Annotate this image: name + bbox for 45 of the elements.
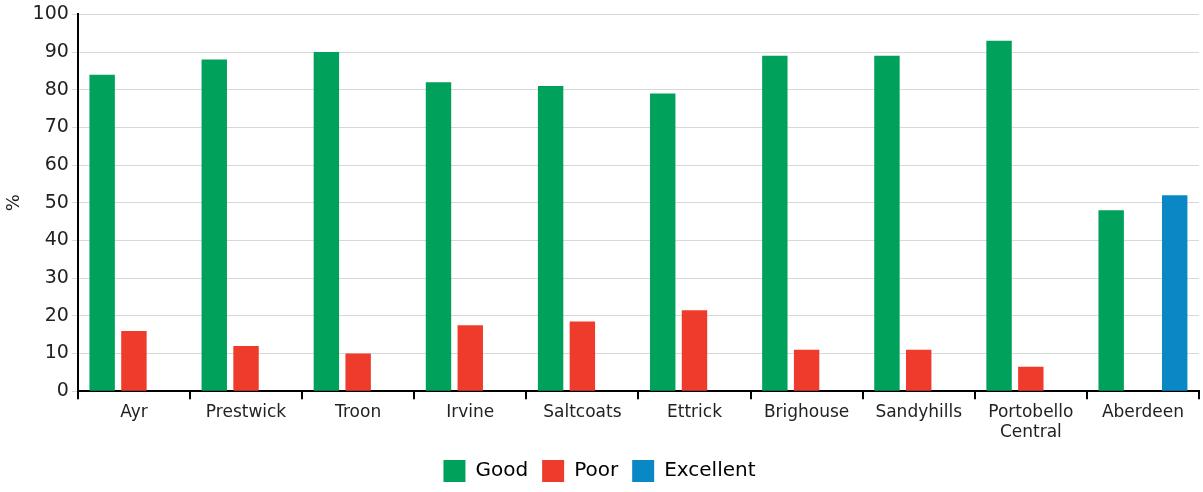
bar: [1162, 195, 1188, 391]
bar: [233, 345, 259, 391]
x-tick-label: Prestwick: [205, 400, 287, 421]
x-tick-label: Ayr: [120, 400, 148, 421]
x-tick-label: Brighouse: [763, 400, 850, 421]
bar: [793, 349, 820, 391]
bar: [906, 349, 932, 391]
x-tick-label: Ettrick: [667, 400, 723, 421]
bar: [313, 52, 340, 391]
y-tick-label: 50: [44, 189, 69, 212]
y-tick-label: 70: [44, 114, 69, 137]
x-tick-label: Saltcoats: [543, 400, 622, 421]
x-tick-label: Troon: [334, 400, 382, 421]
bar: [1018, 366, 1044, 391]
legend-label: Good: [475, 457, 529, 482]
x-tick-label: Portobello Central: [988, 400, 1074, 442]
bar: [986, 40, 1012, 391]
x-tick-label: Irvine: [446, 400, 495, 421]
bar: [1098, 210, 1124, 391]
y-tick-label: 40: [44, 227, 69, 250]
bar: [425, 82, 452, 391]
bar: [650, 93, 676, 391]
y-tick-label: 20: [44, 302, 69, 325]
bar: [762, 55, 788, 391]
bar: [121, 330, 147, 391]
bar: [569, 321, 596, 391]
y-tick-label: 80: [44, 76, 69, 99]
y-tick-label: 10: [44, 340, 69, 363]
bar: [457, 325, 483, 391]
bar: [89, 74, 115, 391]
x-tick-label: Aberdeen: [1101, 400, 1184, 421]
bar: [201, 59, 227, 391]
bar: [681, 310, 708, 391]
legend-label: Poor: [574, 457, 619, 482]
y-tick-label: 90: [44, 39, 69, 62]
y-tick-label: 100: [32, 1, 69, 24]
y-tick-label: 30: [44, 265, 69, 288]
bar: [345, 353, 371, 391]
y-axis-title: %: [2, 194, 24, 212]
y-tick-label: 60: [44, 152, 69, 175]
bar: [537, 85, 564, 391]
legend-label: Excellent: [664, 457, 756, 482]
bar: [874, 55, 900, 391]
y-tick-label: 0: [56, 378, 69, 401]
x-tick-label: Sandyhills: [875, 400, 963, 421]
